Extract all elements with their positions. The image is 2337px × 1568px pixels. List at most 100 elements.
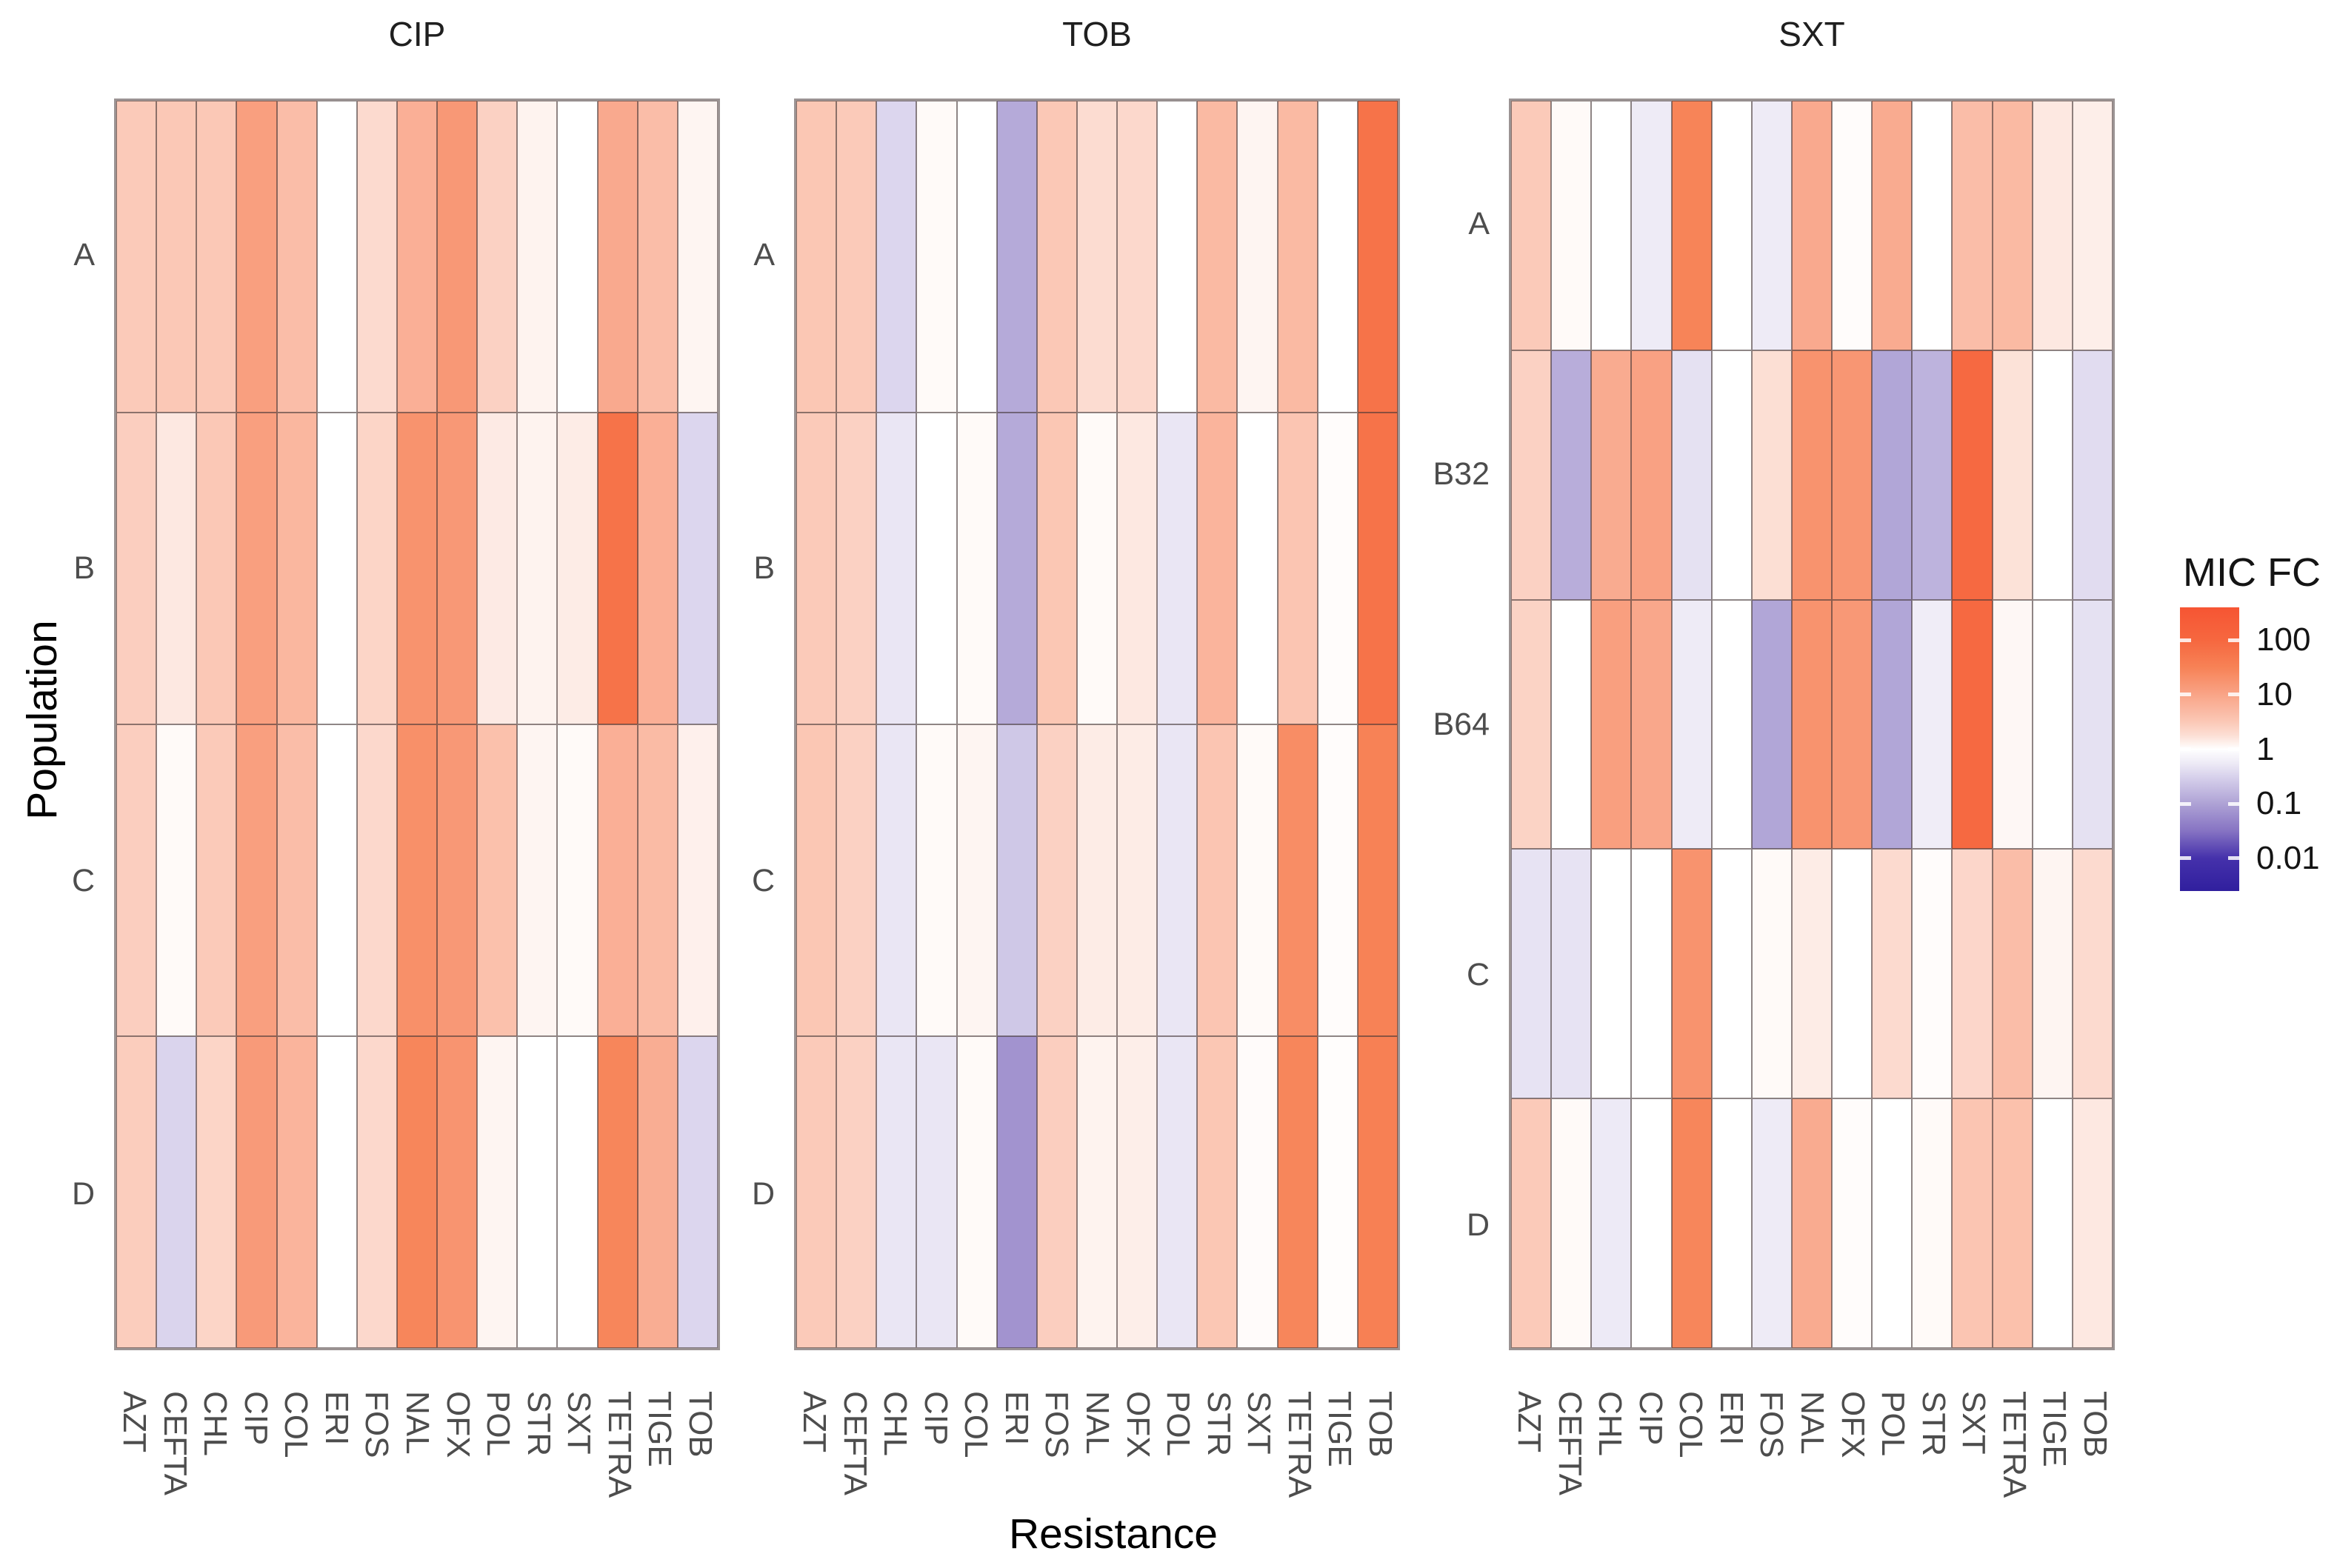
- facet-title-sxt: SXT: [1778, 15, 1845, 53]
- heatmap-cell: [356, 724, 397, 1036]
- heatmap-cell: [1197, 413, 1238, 724]
- heatmap-cell: [956, 724, 997, 1036]
- heatmap-cell: [1952, 350, 1993, 600]
- heatmap-cell: [1872, 849, 1913, 1099]
- heatmap-cell: [1117, 724, 1158, 1036]
- y-axis-title: Population: [19, 620, 66, 820]
- x-axis-title: Resistance: [1009, 1510, 1218, 1558]
- heatmap-cell: [1832, 599, 1873, 850]
- heatmap-cell: [1076, 413, 1118, 724]
- heatmap-cell: [637, 724, 678, 1036]
- heatmap-cell: [1551, 849, 1592, 1099]
- x-tick-label: TETRA: [1996, 1391, 2033, 1498]
- legend-tick: [2180, 801, 2191, 806]
- x-tick-label: SXT: [561, 1391, 598, 1455]
- x-tick-label: CEFTA: [156, 1391, 193, 1495]
- heatmap-cell: [557, 724, 598, 1036]
- heatmap-cell: [1036, 1036, 1077, 1348]
- heatmap-cell: [156, 413, 197, 724]
- heatmap-cell: [1912, 849, 1953, 1099]
- heatmap-cell: [1157, 724, 1198, 1036]
- heatmap-cell: [1992, 849, 2033, 1099]
- heatmap-cell: [396, 1036, 438, 1348]
- heatmap-cell: [836, 724, 877, 1036]
- heatmap-cell: [1551, 599, 1592, 850]
- heatmap-cell: [637, 413, 678, 724]
- y-tick-label: A: [1468, 206, 1490, 241]
- x-tick-label: CEFTA: [836, 1391, 873, 1495]
- x-tick-label: TOB: [1361, 1391, 1398, 1458]
- legend-tick: [2228, 638, 2239, 642]
- heatmap-cell: [1237, 724, 1278, 1036]
- heatmap-cell: [1791, 599, 1833, 850]
- legend-tick-label: 10: [2256, 675, 2293, 713]
- heatmap-cell: [1912, 350, 1953, 600]
- heatmap-cell: [1237, 101, 1278, 413]
- heatmap-cell: [1511, 599, 1552, 850]
- heatmap-cell: [1992, 1098, 2033, 1348]
- heatmap-cell: [196, 101, 237, 413]
- heatmap-panel-sxt: [1509, 99, 2115, 1350]
- heatmap-cell: [1751, 849, 1792, 1099]
- heatmap-cell: [2032, 1098, 2073, 1348]
- heatmap-cell: [116, 413, 157, 724]
- x-tick-label: CHL: [877, 1391, 914, 1457]
- heatmap-panel-cip: [114, 99, 720, 1350]
- heatmap-cell: [1157, 1036, 1198, 1348]
- heatmap-cell: [796, 101, 837, 413]
- heatmap-cell: [1791, 1098, 1833, 1348]
- y-tick-label: D: [751, 1175, 775, 1212]
- heatmap-cell: [1631, 849, 1672, 1099]
- heatmap-cell: [677, 413, 718, 724]
- heatmap-cell: [1631, 1098, 1672, 1348]
- x-tick-label: AZT: [796, 1391, 833, 1453]
- heatmap-cell: [356, 1036, 397, 1348]
- heatmap-cell: [477, 413, 518, 724]
- x-tick-label: COL: [278, 1391, 315, 1458]
- heatmap-cell: [2072, 101, 2113, 350]
- heatmap-cell: [1751, 599, 1792, 850]
- heatmap-cell: [996, 101, 1037, 413]
- heatmap-cell: [1872, 1098, 1913, 1348]
- x-tick-label: COL: [958, 1391, 995, 1458]
- legend-title: MIC FC: [2183, 550, 2321, 595]
- heatmap-cell: [1912, 101, 1953, 350]
- x-tick-label: ERI: [318, 1391, 355, 1446]
- x-tick-label: STR: [1200, 1391, 1237, 1456]
- heatmap-cell: [876, 1036, 917, 1348]
- heatmap-cell: [1076, 1036, 1118, 1348]
- heatmap-cell: [597, 101, 638, 413]
- heatmap-cell: [956, 101, 997, 413]
- heatmap-cell: [1317, 101, 1358, 413]
- heatmap-cell: [1237, 1036, 1278, 1348]
- heatmap-cell: [1591, 849, 1632, 1099]
- heatmap-cell: [1751, 350, 1792, 600]
- heatmap-cell: [1277, 1036, 1318, 1348]
- y-tick-label: B32: [1433, 456, 1490, 492]
- heatmap-cell: [876, 724, 917, 1036]
- heatmap-cell: [1671, 1098, 1712, 1348]
- heatmap-cell: [1912, 599, 1953, 850]
- heatmap-cell: [2072, 599, 2113, 850]
- heatmap-cell: [1671, 350, 1712, 600]
- heatmap-cell: [1711, 101, 1752, 350]
- heatmap-cell: [677, 101, 718, 413]
- heatmap-cell: [557, 1036, 598, 1348]
- heatmap-cell: [396, 101, 438, 413]
- heatmap-cell: [1751, 1098, 1792, 1348]
- heatmap-cell: [156, 101, 197, 413]
- heatmap-cell: [1591, 101, 1632, 350]
- heatmap-cell: [557, 101, 598, 413]
- heatmap-cell: [196, 413, 237, 724]
- heatmap-cell: [2072, 849, 2113, 1099]
- heatmap-cell: [2032, 101, 2073, 350]
- legend-tick: [2180, 856, 2191, 861]
- heatmap-cell: [836, 101, 877, 413]
- heatmap-cell: [597, 724, 638, 1036]
- heatmap-cell: [437, 724, 478, 1036]
- heatmap-cell: [236, 413, 277, 724]
- x-tick-label: FOS: [1753, 1391, 1790, 1458]
- heatmap-cell: [637, 1036, 678, 1348]
- heatmap-cell: [996, 1036, 1037, 1348]
- heatmap-cell: [1197, 1036, 1238, 1348]
